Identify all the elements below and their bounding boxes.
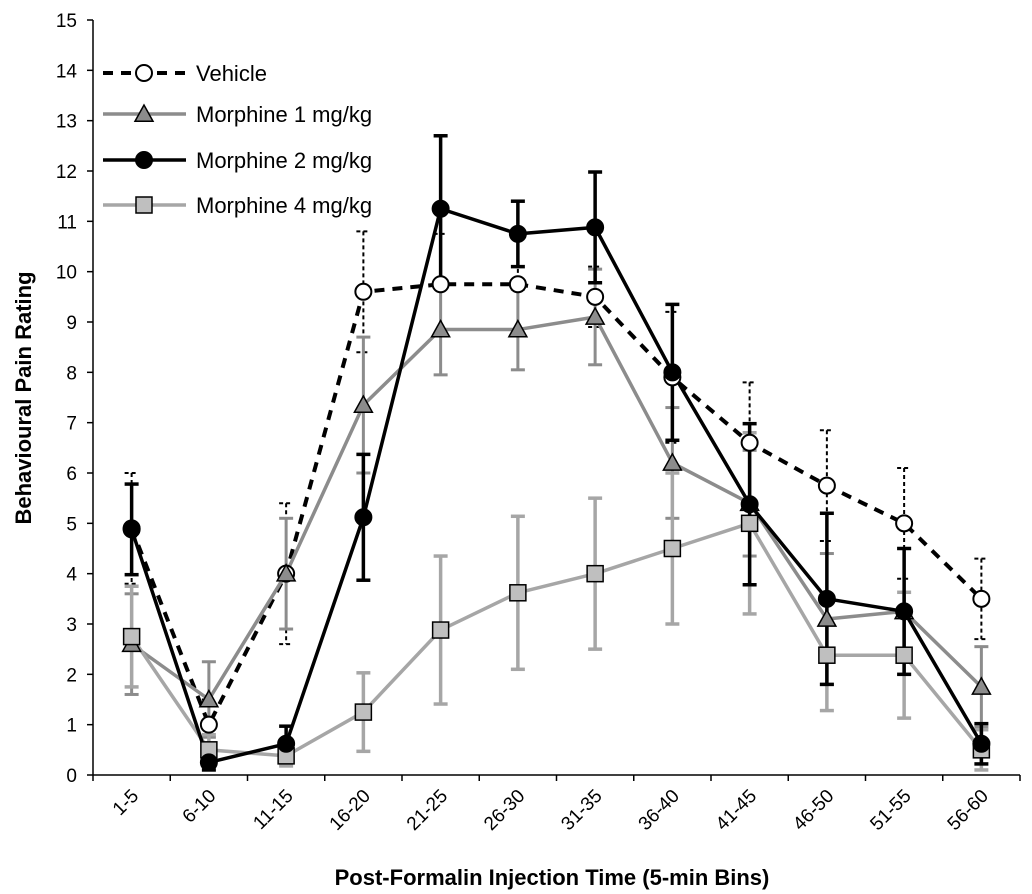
data-point <box>895 514 914 533</box>
legend-label: Morphine 1 mg/kg <box>196 102 372 127</box>
x-tick-label: 26-30 <box>480 786 529 835</box>
data-point <box>353 394 374 413</box>
data-point <box>586 564 604 583</box>
y-tick-label: 2 <box>66 665 77 686</box>
y-tick-label: 1 <box>66 716 77 737</box>
data-point <box>663 363 682 382</box>
data-point <box>740 495 759 514</box>
y-axis-title: Behavioural Pain Rating <box>11 271 36 524</box>
data-point <box>354 282 373 301</box>
y-tick-label: 3 <box>66 615 77 636</box>
x-tick-label: 36-40 <box>635 786 684 835</box>
series-line <box>130 315 983 702</box>
data-point <box>817 476 836 495</box>
x-tick-label: 16-20 <box>326 786 375 835</box>
data-point <box>277 734 296 753</box>
y-tick-label: 6 <box>66 464 77 485</box>
data-point <box>895 646 913 664</box>
data-point <box>431 275 450 294</box>
series-line <box>129 207 983 765</box>
data-point <box>430 319 451 338</box>
data-point <box>972 589 991 608</box>
data-point <box>354 508 373 527</box>
y-tick-label: 0 <box>66 766 77 787</box>
data-point <box>354 703 373 721</box>
x-tick-label: 1-5 <box>109 786 143 820</box>
data-point <box>135 196 153 214</box>
y-tick-label: 9 <box>66 313 77 334</box>
data-point <box>972 734 991 753</box>
x-axis-title: Post-Formalin Injection Time (5-min Bins… <box>335 865 770 890</box>
data-point <box>740 433 759 452</box>
x-tick-label: 11-15 <box>249 786 297 834</box>
data-point <box>135 151 153 169</box>
x-tick-label: 31-35 <box>557 786 606 835</box>
data-point <box>122 520 141 539</box>
series-line <box>129 282 983 727</box>
x-tick-label: 51-55 <box>866 786 915 835</box>
data-point <box>507 319 529 338</box>
y-tick-label: 5 <box>66 514 77 535</box>
data-point <box>817 589 836 608</box>
legend-label: Morphine 2 mg/kg <box>196 148 372 173</box>
data-point <box>199 715 218 734</box>
x-tick-label: 56-60 <box>944 786 993 835</box>
data-point <box>508 224 527 243</box>
data-point <box>818 646 836 664</box>
data-point <box>199 753 218 772</box>
data-point <box>816 608 838 627</box>
data-point <box>275 563 297 582</box>
legend: Vehicle Morphine 1 mg/kg Morphine 2 mg/kg M… <box>103 61 372 218</box>
data-point <box>198 688 220 708</box>
data-point <box>662 452 683 471</box>
data-point <box>431 621 450 639</box>
y-tick-label: 14 <box>56 61 78 82</box>
series-line <box>130 521 983 758</box>
legend-label: Morphine 4 mg/kg <box>196 193 372 218</box>
data-point <box>740 514 759 533</box>
y-tick-label: 8 <box>66 363 77 384</box>
data-point <box>509 584 527 602</box>
data-point <box>431 199 450 218</box>
y-tick-label: 12 <box>56 162 77 183</box>
x-tick-label: 46-50 <box>789 786 838 835</box>
x-tick-label: 6-10 <box>179 786 221 828</box>
data-point <box>971 676 992 695</box>
legend-label: Vehicle <box>196 61 267 86</box>
series-markers <box>121 199 992 772</box>
data-point <box>135 64 153 82</box>
series-lines <box>129 207 983 765</box>
data-point <box>122 627 141 646</box>
data-point <box>663 539 682 558</box>
y-tick-label: 11 <box>57 212 77 233</box>
x-tick-label: 41-45 <box>712 786 761 835</box>
y-tick-label: 13 <box>56 112 77 133</box>
x-tick-label: 21-25 <box>403 786 452 835</box>
data-point <box>133 103 155 122</box>
y-tick-label: 15 <box>56 11 77 32</box>
data-point <box>895 602 914 621</box>
data-point <box>508 275 527 294</box>
data-point <box>586 287 605 306</box>
data-point <box>586 218 605 237</box>
y-tick-label: 7 <box>66 414 77 435</box>
y-tick-label: 4 <box>66 565 77 586</box>
y-tick-label: 10 <box>56 263 77 284</box>
data-point <box>584 306 606 325</box>
